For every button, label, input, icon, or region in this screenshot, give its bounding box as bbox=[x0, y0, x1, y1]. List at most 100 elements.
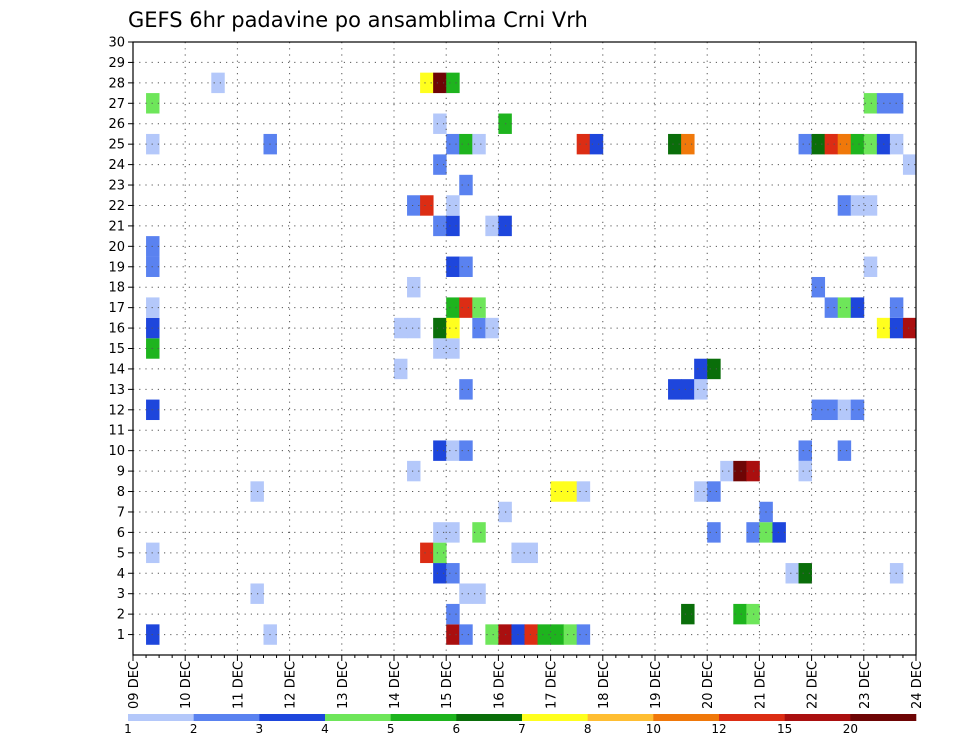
precip-cell-85 bbox=[850, 297, 865, 318]
precip-cell-103 bbox=[863, 195, 878, 216]
x-tick-label: 23 DEC bbox=[858, 661, 873, 709]
x-tick-label: 11 DEC bbox=[231, 661, 246, 709]
precip-cell-80 bbox=[446, 297, 460, 318]
x-tick-label: 22 DEC bbox=[806, 661, 821, 709]
colorbar-label: 12 bbox=[711, 722, 726, 736]
x-tick-label: 18 DEC bbox=[597, 661, 612, 709]
colorbar-label: 2 bbox=[190, 722, 198, 736]
y-tick-label: 7 bbox=[117, 505, 125, 520]
colorbar-label: 20 bbox=[843, 722, 858, 736]
precip-cell-104 bbox=[459, 174, 473, 196]
y-tick-label: 5 bbox=[117, 546, 125, 561]
precip-cell-130 bbox=[211, 72, 225, 94]
precip-cell-43 bbox=[707, 481, 721, 502]
colorbar-swatch-10 bbox=[719, 714, 785, 721]
precip-cell-67 bbox=[433, 338, 447, 359]
colorbar-swatch-6 bbox=[456, 714, 523, 721]
grid-lines bbox=[133, 42, 916, 655]
y-tick-label: 26 bbox=[108, 117, 125, 132]
colorbar-label: 5 bbox=[387, 722, 395, 736]
x-tick-label: 09 DEC bbox=[127, 661, 142, 709]
y-tick-label: 3 bbox=[117, 587, 125, 602]
precip-cell-25 bbox=[420, 542, 434, 564]
colorbar-swatch-3 bbox=[259, 714, 326, 721]
colorbar-label: 3 bbox=[256, 722, 264, 736]
precip-cell-17 bbox=[459, 583, 473, 604]
precip-cell-112 bbox=[576, 133, 591, 155]
precip-cell-28 bbox=[524, 542, 538, 564]
precip-cell-111 bbox=[472, 133, 486, 155]
precip-cell-56 bbox=[824, 399, 839, 421]
precip-cell-14 bbox=[733, 603, 747, 625]
precip-cell-95 bbox=[446, 215, 460, 237]
x-tick-label: 20 DEC bbox=[701, 661, 716, 709]
precip-cell-39 bbox=[550, 481, 565, 502]
precip-cell-45 bbox=[720, 460, 734, 482]
y-tick-label: 1 bbox=[117, 628, 125, 643]
x-tick-label: 15 DEC bbox=[440, 661, 455, 709]
precip-cell-121 bbox=[863, 133, 878, 155]
precip-cell-64 bbox=[694, 358, 708, 380]
y-tick-label: 22 bbox=[108, 199, 125, 214]
precip-cell-49 bbox=[433, 440, 447, 461]
precip-cell-40 bbox=[563, 481, 578, 502]
precip-cell-68 bbox=[446, 338, 460, 359]
y-axis: 1234567891011121314151617181920212223242… bbox=[108, 36, 133, 643]
precip-cell-31 bbox=[472, 522, 486, 543]
precip-cell-84 bbox=[837, 297, 852, 318]
precip-cell-32 bbox=[707, 522, 721, 543]
precip-cell-114 bbox=[668, 133, 682, 155]
precip-cell-60 bbox=[668, 379, 682, 400]
precip-cell-50 bbox=[446, 440, 460, 461]
precip-cell-91 bbox=[459, 256, 473, 277]
colorbar-label: 15 bbox=[777, 722, 792, 736]
x-tick-label: 21 DEC bbox=[753, 661, 768, 709]
precip-cell-62 bbox=[694, 379, 708, 400]
y-tick-label: 29 bbox=[108, 56, 125, 71]
x-axis: 09 DEC 10 DEC 11 DEC 12 DEC 13 DEC 14 DEC 15 D… bbox=[127, 655, 925, 709]
colorbar-swatch-4 bbox=[325, 714, 391, 721]
precip-cell-116 bbox=[798, 133, 812, 155]
precip-cell-58 bbox=[850, 399, 865, 421]
precip-cell-2 bbox=[446, 624, 460, 645]
colorbar-swatch-1 bbox=[128, 714, 194, 721]
precip-cell-55 bbox=[811, 399, 826, 421]
y-tick-label: 4 bbox=[117, 567, 125, 582]
precip-cell-87 bbox=[407, 276, 421, 298]
precipitation-cells bbox=[146, 72, 917, 645]
colorbar-swatch-7 bbox=[522, 714, 588, 721]
precip-cell-18 bbox=[472, 583, 486, 604]
precip-cell-71 bbox=[407, 317, 421, 339]
colorbar-label: 8 bbox=[584, 722, 592, 736]
y-tick-label: 30 bbox=[108, 36, 125, 51]
precip-cell-110 bbox=[459, 133, 473, 155]
y-tick-label: 25 bbox=[108, 138, 125, 153]
precip-cell-82 bbox=[472, 297, 486, 318]
precip-cell-44 bbox=[407, 460, 421, 482]
y-tick-label: 6 bbox=[117, 526, 125, 541]
chart-title: GEFS 6hr padavine po ansamblima Crni Vrh bbox=[128, 8, 588, 32]
x-tick-label: 10 DEC bbox=[179, 661, 194, 709]
precip-cell-94 bbox=[433, 215, 447, 237]
precip-cell-19 bbox=[433, 563, 447, 584]
y-tick-label: 10 bbox=[108, 444, 125, 459]
y-tick-label: 24 bbox=[108, 158, 125, 173]
precip-cell-106 bbox=[902, 154, 917, 175]
y-tick-label: 14 bbox=[108, 362, 125, 377]
precip-cell-98 bbox=[407, 195, 421, 216]
precip-cell-74 bbox=[472, 317, 486, 339]
y-tick-label: 8 bbox=[117, 485, 125, 500]
precip-cell-51 bbox=[459, 440, 473, 461]
colorbar-label: 1 bbox=[124, 722, 132, 736]
precip-cell-20 bbox=[446, 563, 460, 584]
precip-cell-88 bbox=[811, 276, 826, 298]
y-tick-label: 17 bbox=[108, 301, 125, 316]
x-tick-label: 12 DEC bbox=[284, 661, 299, 709]
precip-cell-8 bbox=[537, 624, 551, 645]
precip-cell-13 bbox=[681, 603, 695, 625]
precip-cell-10 bbox=[563, 624, 578, 645]
precip-cell-35 bbox=[772, 522, 786, 543]
colorbar-swatch-5 bbox=[390, 714, 457, 721]
precip-cell-22 bbox=[798, 563, 812, 584]
precip-cell-120 bbox=[850, 133, 865, 155]
